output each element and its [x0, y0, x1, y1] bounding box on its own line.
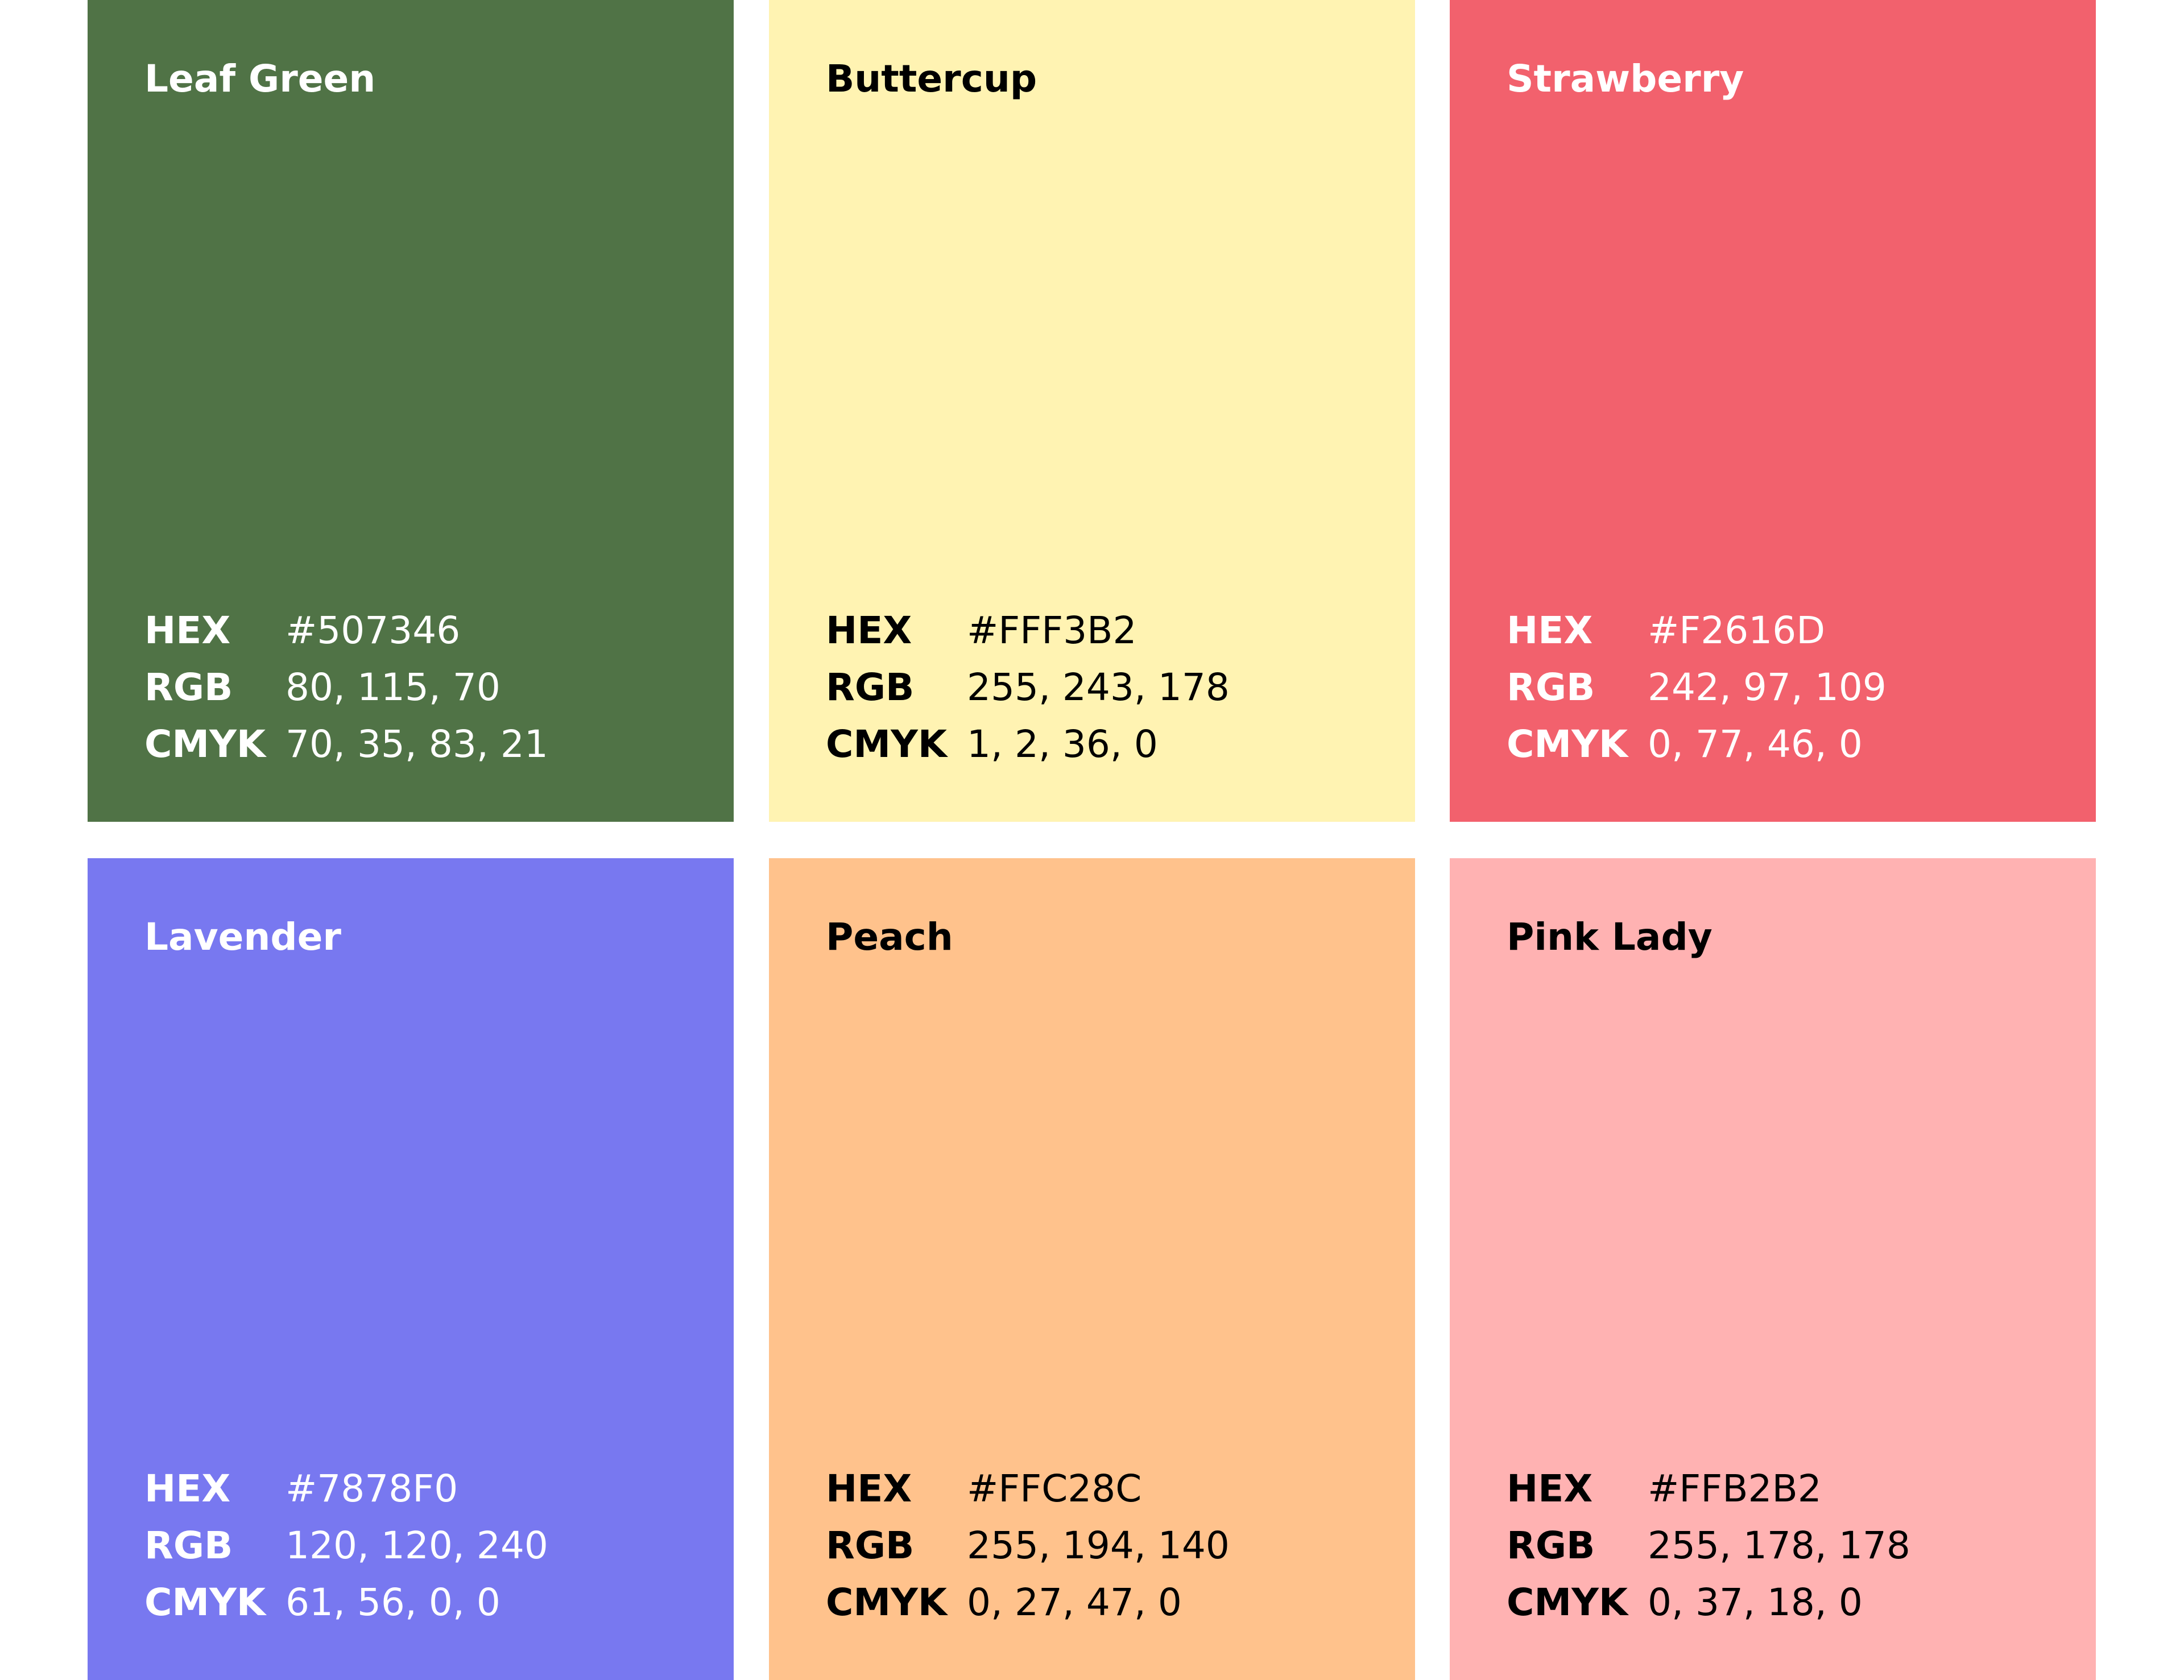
spec-label: CMYK	[144, 1580, 266, 1624]
color-card: Strawberry HEX #F2616D RGB 242, 97, 109 CMYK 0…	[1450, 0, 2096, 822]
spec-label: HEX	[1507, 609, 1593, 652]
spec-value: 255, 194, 140	[967, 1524, 1230, 1567]
spec-label: RGB	[826, 665, 915, 709]
color-name: Peach	[826, 915, 953, 959]
spec-label: CMYK	[826, 1580, 948, 1624]
spec-label: CMYK	[1507, 1580, 1628, 1624]
spec-value: 255, 243, 178	[967, 665, 1230, 709]
spec-label: HEX	[826, 1467, 912, 1511]
spec-value: 0, 77, 46, 0	[1648, 722, 1863, 766]
spec-label: CMYK	[1507, 722, 1628, 766]
spec-value: 1, 2, 36, 0	[967, 722, 1158, 766]
color-card: Buttercup HEX #FFF3B2 RGB 255, 243, 178 CMYK 1…	[769, 0, 1415, 822]
spec-value: 0, 27, 47, 0	[967, 1580, 1182, 1624]
spec-value: 80, 115, 70	[286, 665, 500, 709]
color-card: Pink Lady HEX #FFB2B2 RGB 255, 178, 178 CMYK 0…	[1450, 858, 2096, 1680]
color-card: Peach HEX #FFC28C RGB 255, 194, 140 CMYK 0, 27…	[769, 858, 1415, 1680]
spec-label: CMYK	[144, 722, 266, 766]
color-name: Lavender	[144, 915, 341, 959]
spec-value: #FFF3B2	[967, 609, 1137, 652]
color-card: Lavender HEX #7878F0 RGB 120, 120, 240 CMYK 61…	[88, 858, 734, 1680]
spec-value: 70, 35, 83, 21	[286, 722, 548, 766]
color-name: Leaf Green	[144, 57, 376, 101]
spec-value: #FFB2B2	[1648, 1467, 1822, 1511]
color-card: Leaf Green HEX #507346 RGB 80, 115, 70 CMYK 70…	[88, 0, 734, 822]
spec-value: 120, 120, 240	[286, 1524, 548, 1567]
spec-value: 242, 97, 109	[1648, 665, 1887, 709]
spec-label: RGB	[1507, 665, 1595, 709]
spec-value: #F2616D	[1648, 609, 1826, 652]
spec-label: RGB	[1507, 1524, 1595, 1567]
spec-label: HEX	[1507, 1467, 1593, 1511]
spec-value: #7878F0	[286, 1467, 458, 1511]
spec-label: HEX	[144, 609, 231, 652]
color-name: Strawberry	[1507, 57, 1744, 101]
color-name: Buttercup	[826, 57, 1037, 101]
spec-label: CMYK	[826, 722, 948, 766]
spec-value: 61, 56, 0, 0	[286, 1580, 500, 1624]
spec-label: RGB	[826, 1524, 915, 1567]
spec-value: #507346	[286, 609, 461, 652]
spec-label: HEX	[826, 609, 912, 652]
spec-label: RGB	[144, 665, 233, 709]
color-name: Pink Lady	[1507, 915, 1713, 959]
spec-label: RGB	[144, 1524, 233, 1567]
spec-value: 255, 178, 178	[1648, 1524, 1910, 1567]
spec-label: HEX	[144, 1467, 231, 1511]
spec-value: 0, 37, 18, 0	[1648, 1580, 1863, 1624]
spec-value: #FFC28C	[967, 1467, 1142, 1511]
